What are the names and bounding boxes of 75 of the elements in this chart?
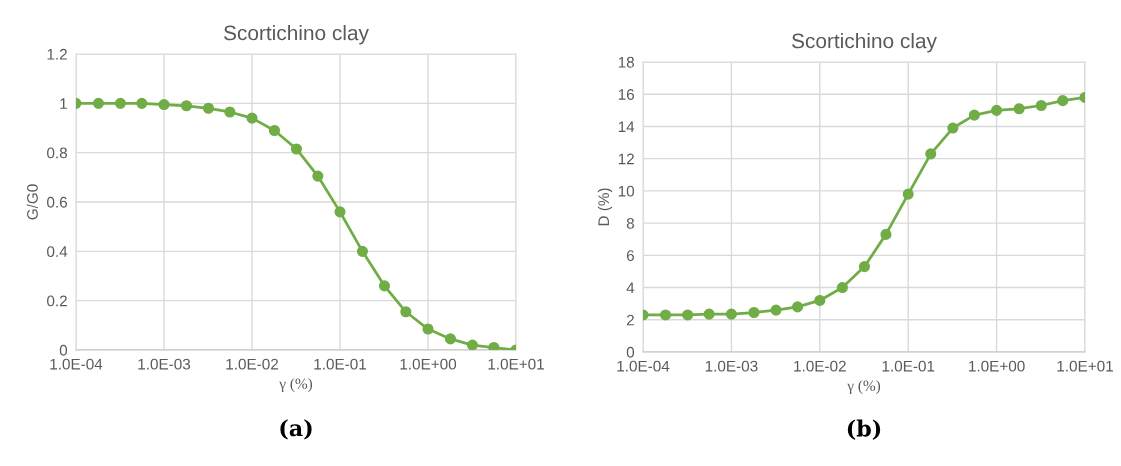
y-tick-label: 0.8: [47, 147, 67, 159]
point: [814, 294, 826, 307]
point: [991, 104, 1003, 116]
y-tick-label: 1: [60, 98, 67, 109]
text: (a): [280, 419, 312, 440]
point: [246, 112, 258, 124]
y-tick-label: 12: [618, 153, 634, 165]
y-tick-label: 8: [626, 217, 634, 229]
point: [378, 280, 391, 292]
x-tick-label: 1.0E+00: [969, 360, 1025, 372]
x-axis-title: γ (%): [279, 378, 313, 392]
point: [92, 97, 105, 109]
x-axis-title: γ (%): [847, 380, 881, 394]
y-tick-label: 1.2: [47, 48, 67, 60]
point: [902, 188, 914, 200]
y-tick-label: 14: [618, 121, 635, 132]
y-tick-label: 0.4: [47, 246, 68, 258]
y-tick-label: 0: [59, 344, 68, 356]
point: [488, 341, 500, 350]
x-tick-label: 1.0E-03: [138, 358, 191, 370]
x-tick-label: 1.0E-01: [882, 360, 935, 372]
point: [202, 102, 215, 114]
point: [858, 261, 871, 273]
point: [836, 281, 848, 294]
y-tick-label: 0.2: [47, 295, 67, 307]
text: (b): [847, 419, 881, 440]
x-tick-label: 1.0E+00: [400, 358, 457, 370]
point: [770, 304, 782, 316]
point: [1035, 99, 1047, 112]
point: [925, 148, 937, 160]
point: [158, 99, 170, 111]
point: [725, 308, 737, 320]
point: [880, 228, 892, 240]
y-tick-label: 0: [626, 346, 635, 358]
y-tick-label: 2: [626, 314, 634, 326]
point: [268, 124, 281, 137]
point: [1057, 95, 1069, 107]
x-tick-label: 1.0E+01: [488, 358, 544, 370]
point: [356, 245, 369, 257]
point: [180, 100, 193, 112]
point: [334, 206, 346, 218]
x-tick-label: 1.0E-01: [314, 358, 367, 370]
chart-title: Scortichino clay: [792, 33, 937, 53]
y-tick-label: 6: [626, 250, 634, 262]
point: [703, 308, 715, 320]
x-tick-label: 1.0E-02: [794, 360, 846, 372]
x-tick-label: 1.0E-03: [705, 360, 758, 372]
point: [1013, 103, 1025, 115]
point: [947, 122, 959, 134]
x-tick-label: 1.0E-04: [617, 360, 670, 372]
point: [660, 309, 672, 321]
point: [422, 323, 434, 335]
point: [136, 97, 148, 109]
y-axis-title: G/G0: [26, 184, 38, 220]
point: [682, 309, 694, 321]
y-tick-label: 4: [626, 282, 635, 294]
point: [748, 306, 760, 319]
y-tick-label: 0.6: [47, 196, 67, 208]
point: [791, 301, 804, 313]
point: [400, 306, 412, 318]
y-axis-title: D (%): [597, 188, 613, 226]
x-tick-label: 1.0E-04: [50, 358, 103, 370]
point: [444, 333, 457, 345]
y-tick-label: 16: [618, 89, 634, 100]
point: [968, 109, 980, 121]
y-tick-label: 18: [618, 56, 634, 68]
point: [224, 106, 236, 118]
point: [466, 339, 479, 350]
x-tick-label: 1.0E-02: [226, 358, 278, 370]
point: [312, 170, 324, 182]
point: [114, 97, 127, 109]
y-tick-label: 10: [618, 185, 635, 197]
x-tick-label: 1.0E+01: [1057, 360, 1113, 372]
point: [290, 143, 303, 155]
chart-title: Scortichino clay: [224, 25, 369, 45]
